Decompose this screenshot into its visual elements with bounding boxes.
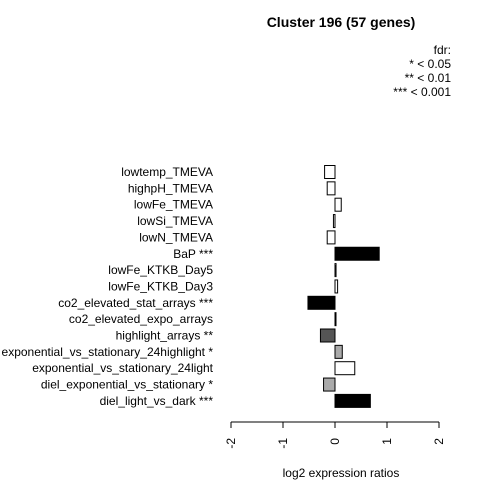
bar (307, 295, 336, 310)
bar (334, 246, 380, 261)
category-label: diel_exponential_vs_stationary * (41, 378, 213, 392)
category-label: co2_elevated_expo_arrays (69, 312, 213, 326)
category-label: lowFe_KTKB_Day3 (108, 279, 213, 293)
category-labels: lowtemp_TMEVA highpH_TMEVA lowFe_TMEVA lowS… (2, 165, 214, 408)
x-tick-label: -1 (276, 438, 290, 449)
category-label: lowSi_TMEVA (137, 214, 213, 228)
bar (326, 181, 336, 196)
bar (334, 312, 337, 327)
category-label: lowFe_KTKB_Day5 (108, 263, 213, 277)
x-tick-label: 1 (380, 438, 394, 445)
bar (326, 230, 336, 245)
bar (334, 393, 371, 408)
category-label: diel_light_vs_dark *** (100, 394, 214, 408)
category-label: exponential_vs_stationary_24highlight * (2, 345, 214, 359)
bar (332, 214, 336, 229)
x-tick-label: 2 (432, 438, 446, 445)
category-label: lowtemp_TMEVA (121, 165, 213, 179)
chart-title: Cluster 196 (57 genes) (267, 14, 416, 30)
bar (334, 279, 339, 294)
x-tick-label: -2 (224, 438, 238, 449)
x-tick-label: 0 (328, 438, 342, 445)
category-label: BaP *** (173, 247, 213, 261)
bar (323, 377, 336, 392)
legend-entry: * < 0.05 (409, 57, 451, 71)
bar (334, 361, 356, 376)
category-label: highlight_arrays ** (116, 329, 214, 343)
category-label: highpH_TMEVA (128, 181, 213, 195)
bar (334, 344, 343, 359)
bar (334, 263, 337, 278)
category-label: lowFe_TMEVA (134, 198, 213, 212)
category-label: co2_elevated_stat_arrays *** (58, 296, 213, 310)
bar (324, 165, 336, 179)
category-label: lowN_TMEVA (139, 230, 213, 244)
legend-title: fdr: (434, 43, 451, 57)
x-axis: -2 -1 0 1 2 (224, 421, 446, 449)
legend: fdr:* < 0.05** < 0.01*** < 0.001 (393, 43, 451, 99)
bars (307, 165, 380, 408)
legend-entry: *** < 0.001 (393, 85, 451, 99)
bar (334, 197, 342, 212)
x-axis-label: log2 expression ratios (283, 466, 400, 480)
bar (319, 328, 336, 343)
category-label: exponential_vs_stationary_24light (32, 361, 213, 375)
legend-entry: ** < 0.01 (405, 71, 452, 85)
